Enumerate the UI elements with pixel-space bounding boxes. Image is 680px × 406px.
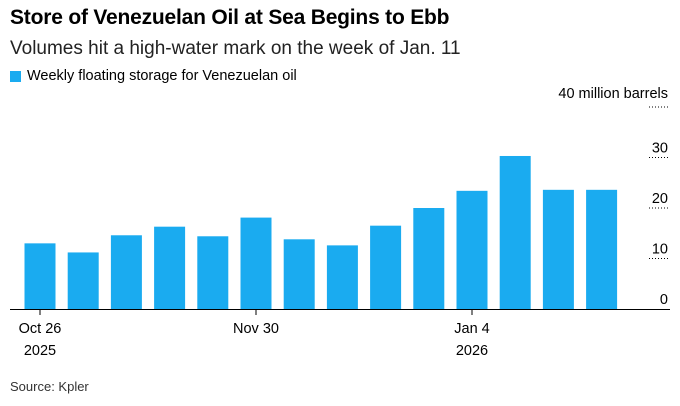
y-tick-label: 10: [652, 242, 668, 258]
bar: [197, 236, 229, 309]
legend-swatch: [10, 70, 21, 82]
bar: [67, 252, 99, 309]
bar: [370, 225, 402, 309]
legend-label: Weekly floating storage for Venezuelan o…: [27, 68, 297, 84]
bar: [499, 155, 531, 309]
x-tick-sublabel: 2025: [24, 343, 56, 359]
x-tick-sublabel: 2026: [456, 343, 488, 359]
chart-title: Store of Venezuelan Oil at Sea Begins to…: [10, 6, 450, 29]
bar: [24, 243, 56, 309]
x-tick-label: Nov 30: [233, 321, 279, 337]
y-tick-label: 0: [660, 292, 668, 308]
chart-subtitle: Volumes hit a high-water mark on the wee…: [10, 38, 461, 59]
x-tick-label: Jan 4: [454, 321, 489, 337]
bar: [413, 208, 445, 309]
y-tick-label: 20: [652, 191, 668, 207]
source-note: Source: Kpler: [10, 379, 89, 394]
bar: [283, 239, 315, 309]
bar: [542, 189, 574, 309]
chart-legend: Weekly floating storage for Venezuelan o…: [10, 68, 297, 84]
bar: [154, 226, 186, 309]
y-unit-label: 40 million barrels: [558, 86, 668, 102]
bar: [110, 235, 142, 309]
x-tick-label: Oct 26: [19, 321, 62, 337]
bar: [326, 245, 358, 309]
bar: [456, 190, 488, 309]
y-tick-label: 30: [652, 141, 668, 157]
bar: [240, 217, 272, 309]
bar: [586, 189, 618, 309]
